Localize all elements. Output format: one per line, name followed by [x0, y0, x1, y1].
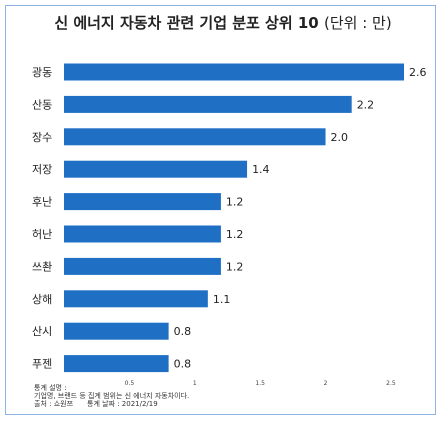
category-label: 상해 — [32, 292, 52, 306]
data-label: 2.6 — [409, 66, 427, 79]
x-tick-label: 1 — [193, 380, 197, 387]
notes-date: 통계 날짜 : 2021/2/19 — [87, 400, 158, 408]
bar — [64, 95, 352, 113]
data-label: 2.2 — [357, 98, 375, 111]
chart-title-unit: (단위 : 만) — [323, 14, 392, 32]
bar — [64, 63, 404, 81]
category-label: 저장 — [32, 163, 52, 176]
data-label: 1.4 — [252, 163, 269, 176]
bar — [64, 322, 169, 340]
data-label: 0.8 — [174, 358, 192, 371]
data-label: 0.8 — [174, 325, 192, 338]
category-label: 후난 — [32, 196, 52, 209]
data-label: 1.2 — [226, 228, 244, 241]
bar — [64, 257, 221, 275]
category-label: 광동 — [32, 66, 52, 79]
data-label: 1.1 — [213, 293, 231, 306]
bar — [64, 128, 326, 146]
chart-title-text: 신 에너지 자동차 관련 기업 분포 상위 10 — [54, 14, 319, 32]
bar — [64, 355, 169, 373]
data-label: 1.2 — [226, 260, 244, 273]
x-tick-label: 2 — [324, 380, 328, 387]
category-label: 허난 — [32, 228, 52, 241]
notes-source-row: 출처 : 쇼원쯔 통계 날짜 : 2021/2/19 — [34, 400, 189, 408]
notes-source: 출처 : 쇼원쯔 — [34, 400, 74, 408]
data-label: 2.0 — [331, 131, 349, 144]
x-tick-label: 0.5 — [125, 380, 135, 387]
category-label: 장수 — [32, 131, 52, 144]
bar — [64, 160, 248, 178]
category-label: 푸젠 — [32, 358, 52, 371]
category-label: 산동 — [32, 98, 52, 111]
notes-line: 기업명, 브랜드 등 집계 범위는 신 에너지 자동차이다. — [34, 392, 190, 400]
bar — [64, 290, 208, 308]
x-tick-label: 2.5 — [386, 380, 396, 387]
bar — [64, 193, 221, 211]
chart-notes: 통계 설명 : 기업명, 브랜드 등 집계 범위는 신 에너지 자동차이다. 출… — [34, 384, 189, 408]
category-label: 산시 — [32, 325, 52, 338]
category-label: 쓰촨 — [32, 260, 52, 273]
chart-title: 신 에너지 자동차 관련 기업 분포 상위 10 (단위 : 만) — [0, 12, 446, 33]
notes-heading: 통계 설명 : — [34, 384, 67, 392]
x-tick-label: 1.5 — [255, 380, 265, 387]
bar — [64, 225, 221, 243]
data-label: 1.2 — [226, 196, 244, 209]
